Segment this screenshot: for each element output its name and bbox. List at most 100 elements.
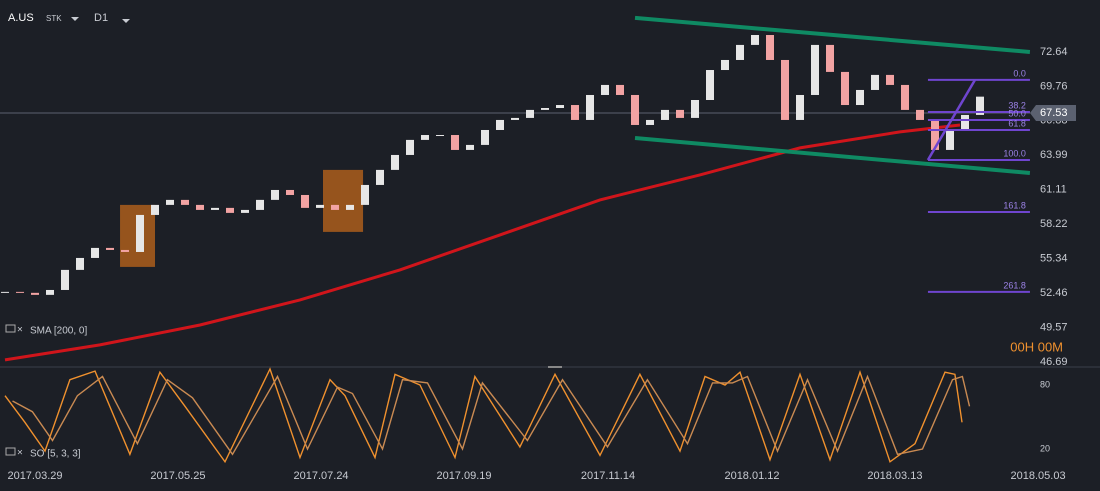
fib-label: 61.8 bbox=[1008, 118, 1026, 128]
y-tick-label: 61.11 bbox=[1040, 184, 1067, 196]
candle bbox=[645, 119, 654, 125]
y-tick-label: 63.99 bbox=[1040, 149, 1068, 161]
x-tick-label: 2017.07.24 bbox=[294, 470, 349, 482]
candle bbox=[900, 84, 909, 110]
candle bbox=[885, 74, 894, 85]
candle bbox=[465, 144, 474, 150]
candle bbox=[690, 100, 699, 118]
candle bbox=[720, 59, 729, 71]
fib-label: 261.8 bbox=[1003, 280, 1026, 290]
current-price-label: 67.53 bbox=[1040, 107, 1068, 119]
pane-handle[interactable] bbox=[548, 366, 562, 368]
candle bbox=[330, 204, 339, 210]
candle bbox=[195, 204, 204, 210]
oscillator-line bbox=[12, 374, 971, 456]
candle bbox=[945, 129, 954, 150]
x-tick-label: 2017.05.25 bbox=[150, 470, 205, 482]
x-tick-label: 2018.03.13 bbox=[867, 470, 922, 482]
candle bbox=[345, 204, 354, 210]
candle bbox=[780, 59, 789, 120]
candle bbox=[765, 35, 774, 60]
candle bbox=[300, 194, 309, 208]
timeframe-dropdown[interactable] bbox=[122, 19, 130, 23]
channel-line bbox=[634, 136, 1031, 175]
y-tick-label: 20 bbox=[1040, 443, 1050, 453]
plot-layer: 72.6469.7666.8863.9961.1158.2255.3452.46… bbox=[0, 15, 1076, 482]
candle bbox=[120, 249, 129, 252]
y-tick-label: 69.76 bbox=[1040, 80, 1068, 92]
candle bbox=[960, 114, 969, 130]
fib-label: 161.8 bbox=[1003, 200, 1026, 210]
candle bbox=[975, 96, 984, 115]
symbol[interactable]: A.US bbox=[8, 12, 34, 24]
kind[interactable]: STK bbox=[46, 14, 62, 23]
candle bbox=[165, 199, 174, 205]
candle bbox=[855, 89, 864, 106]
candle bbox=[930, 119, 939, 150]
candle bbox=[270, 189, 279, 200]
candle bbox=[225, 207, 234, 213]
candle bbox=[555, 105, 564, 109]
indicator-settings-icon[interactable] bbox=[5, 324, 16, 333]
fib-label: 0.0 bbox=[1013, 68, 1026, 78]
x-tick-label: 2017.09.19 bbox=[436, 470, 491, 482]
candle bbox=[15, 291, 24, 293]
current-price-tag bbox=[1030, 105, 1076, 122]
indicator-close[interactable]: × bbox=[17, 325, 23, 336]
fib-trend-line bbox=[926, 79, 977, 161]
y-tick-label: 55.34 bbox=[1040, 253, 1068, 265]
candle bbox=[315, 204, 324, 208]
timer: 00H 00M bbox=[1010, 339, 1063, 354]
candle bbox=[30, 292, 39, 295]
sma-label: SMA [200, 0] bbox=[30, 326, 87, 337]
oscillator-line bbox=[4, 367, 963, 464]
y-tick-label: 80 bbox=[1040, 379, 1050, 389]
candle bbox=[795, 94, 804, 120]
candle bbox=[60, 269, 69, 290]
x-tick-label: 2017.03.29 bbox=[7, 470, 62, 482]
kind-dropdown[interactable] bbox=[71, 17, 79, 21]
fib-label: 50.0 bbox=[1008, 108, 1026, 118]
candle bbox=[810, 44, 819, 95]
sma-line bbox=[4, 123, 961, 362]
candle bbox=[600, 84, 609, 95]
candle bbox=[825, 44, 834, 72]
candle bbox=[510, 117, 519, 120]
candle bbox=[390, 154, 399, 170]
candle bbox=[105, 247, 114, 250]
oscillator-label: SO [5, 3, 3] bbox=[30, 449, 81, 460]
x-tick-label: 2018.01.12 bbox=[724, 470, 779, 482]
oscillator-close[interactable]: × bbox=[17, 448, 23, 459]
candle bbox=[90, 247, 99, 258]
candle bbox=[0, 291, 9, 293]
y-tick-label: 58.22 bbox=[1040, 218, 1068, 230]
candle bbox=[915, 109, 924, 120]
timeframe[interactable]: D1 bbox=[94, 12, 108, 24]
candle bbox=[180, 199, 189, 205]
oscillator-settings-icon[interactable] bbox=[5, 447, 16, 456]
candle bbox=[150, 204, 159, 215]
candle bbox=[75, 257, 84, 270]
candle bbox=[375, 169, 384, 185]
candle bbox=[705, 70, 714, 101]
candle bbox=[840, 71, 849, 106]
candle bbox=[660, 109, 669, 120]
channel-line bbox=[634, 15, 1031, 54]
y-tick-label: 72.64 bbox=[1040, 46, 1068, 58]
x-tick-label: 2018.05.03 bbox=[1011, 470, 1066, 482]
candle bbox=[480, 129, 489, 145]
candle bbox=[135, 214, 144, 252]
y-tick-label: 49.57 bbox=[1040, 322, 1068, 334]
candle bbox=[435, 135, 444, 137]
candle bbox=[450, 135, 459, 150]
fib-label: 38.2 bbox=[1008, 100, 1026, 110]
candle bbox=[420, 135, 429, 140]
candle bbox=[240, 209, 249, 213]
y-tick-label: 52.46 bbox=[1040, 287, 1068, 299]
candle bbox=[870, 74, 879, 90]
fib-label: 100.0 bbox=[1003, 148, 1026, 158]
candle bbox=[630, 94, 639, 125]
candle bbox=[570, 105, 579, 120]
y-tick-label: 46.69 bbox=[1040, 356, 1068, 368]
